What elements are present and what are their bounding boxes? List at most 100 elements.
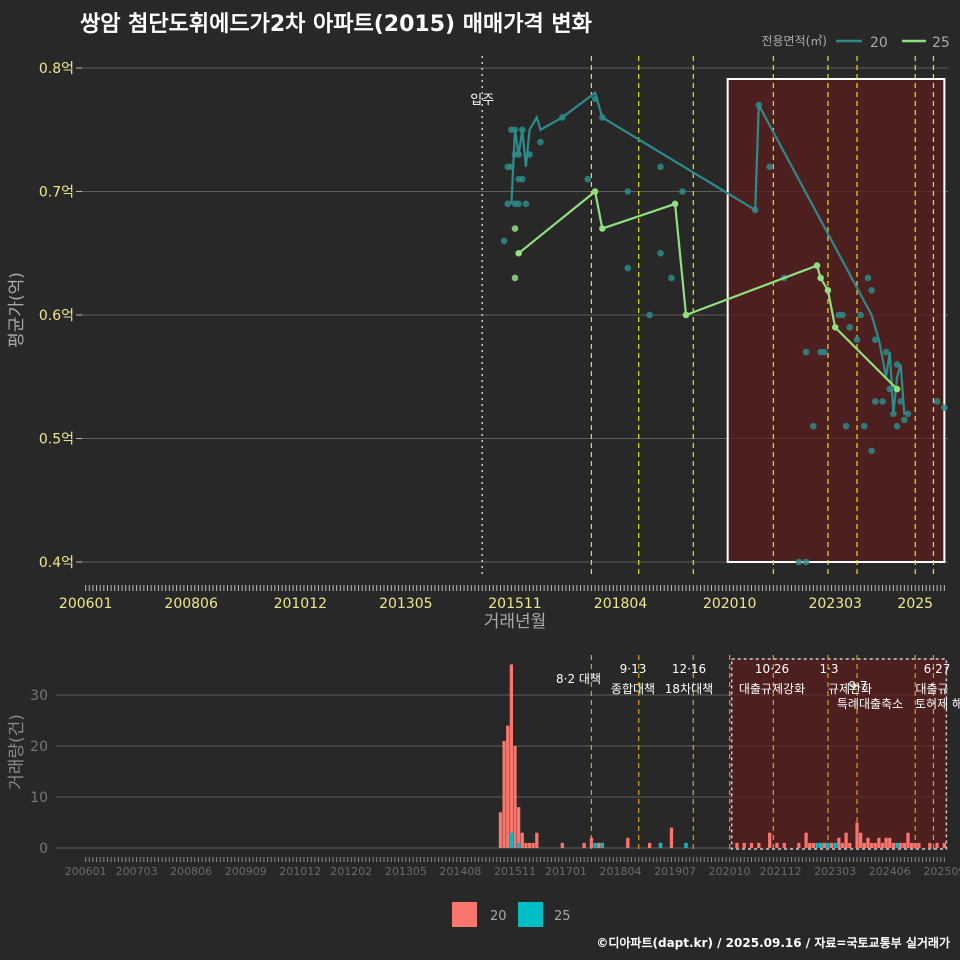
bar-20	[902, 842, 906, 848]
data-point-20	[864, 274, 872, 282]
x-tick-label: 202406	[869, 865, 911, 878]
x-tick-label: 200909	[225, 865, 267, 878]
x-tick-label: 201012	[274, 596, 327, 612]
line-vertex-25	[814, 262, 821, 269]
highlight-period-box	[730, 658, 948, 850]
data-point-20	[868, 447, 875, 455]
bar-20	[513, 746, 517, 848]
data-point-20	[857, 311, 864, 319]
chart-title: 쌍암 첨단도휘에드가2차 아파트(2015) 매매가격 변화	[80, 12, 592, 37]
data-point-20	[933, 398, 941, 405]
bar-20	[517, 807, 521, 848]
data-point-20	[820, 348, 828, 356]
legend-key-20	[452, 902, 477, 927]
legend-label-25: 25	[932, 35, 950, 51]
move-in-label: 입주	[470, 93, 494, 108]
bar-20	[866, 837, 870, 848]
data-point-20	[802, 558, 810, 566]
y-tick-label: 20	[30, 739, 48, 755]
data-point-20	[646, 311, 653, 319]
bar-20	[859, 832, 863, 848]
policy-label: 8·2 대책	[556, 671, 601, 686]
x-tick-label: 201202	[330, 865, 372, 878]
bar-20	[804, 832, 808, 848]
legend-label-20: 20	[490, 909, 507, 924]
data-point-20	[846, 324, 854, 331]
policy-label: 12·16	[672, 662, 706, 676]
data-point-20	[871, 336, 879, 344]
data-point-20	[893, 361, 901, 368]
policy-label: 18차대책	[665, 681, 713, 696]
bar-20	[840, 842, 845, 848]
bar-20	[735, 842, 739, 848]
bar-20	[877, 837, 881, 848]
data-point-20	[657, 249, 664, 257]
data-point-20	[842, 422, 850, 430]
data-point-20	[882, 348, 890, 356]
bar-20	[498, 812, 503, 848]
line-vertex-25	[832, 324, 839, 331]
bar-20	[917, 842, 921, 848]
bar-20	[928, 842, 932, 848]
bar-20	[560, 842, 564, 848]
policy-label: 9·7	[848, 679, 867, 693]
y-axis-title: 평균가(억)	[7, 272, 27, 348]
bar-20	[531, 842, 535, 848]
highlight-period-box	[726, 78, 946, 563]
bar-20	[811, 842, 816, 848]
bar-20	[808, 842, 812, 848]
data-point-20	[668, 274, 675, 282]
policy-label: 종합대책	[611, 681, 655, 696]
bar-20	[647, 842, 652, 848]
bar-20	[891, 842, 896, 848]
policy-label: 9·13	[620, 662, 647, 676]
y-tick-label: 0	[39, 841, 48, 857]
x-tick-label: 201701	[545, 865, 587, 878]
x-axis-title: 거래년월	[484, 612, 547, 632]
bar-25	[600, 842, 604, 848]
x-tick-label: 201305	[379, 596, 432, 612]
policy-label: 대출규	[915, 682, 948, 696]
bar-20	[506, 725, 510, 848]
y-tick-label: 0.8억	[39, 61, 74, 77]
legend-title: 전용면적(㎡)	[761, 34, 827, 48]
data-point-20	[802, 348, 810, 356]
bar-20	[520, 832, 524, 848]
line-vertex-25	[894, 386, 901, 393]
y-tick-label: 10	[30, 790, 48, 806]
x-tick-label: 200703	[116, 865, 158, 878]
policy-label: 규제완화	[828, 682, 872, 696]
y-tick-label: 0.5억	[39, 432, 74, 448]
policy-label: 6·27	[924, 662, 951, 676]
data-point-20	[537, 138, 544, 146]
bar-20	[582, 842, 586, 848]
bar-25	[826, 842, 830, 848]
data-point-20	[624, 264, 632, 272]
data-point-20	[624, 188, 632, 195]
x-tick-label: 202010	[703, 596, 756, 612]
legend-key-25	[518, 902, 543, 927]
data-point-20	[868, 287, 875, 294]
bar-20	[524, 842, 528, 848]
x-tick-label: 202112	[760, 865, 802, 878]
line-vertex-25	[599, 225, 606, 232]
x-tick-label: 200806	[164, 596, 218, 612]
policy-label: 10·26	[755, 662, 789, 676]
data-point-20	[522, 200, 530, 208]
bar-20	[742, 842, 746, 848]
data-point-20	[766, 163, 774, 171]
series-line-20	[510, 90, 908, 415]
x-tick-label: 202303	[814, 865, 856, 878]
line-vertex-25	[683, 312, 690, 318]
data-point-25	[511, 274, 519, 282]
bar-20	[837, 837, 841, 848]
data-point-20	[795, 558, 803, 566]
x-tick-label: 200806	[170, 865, 212, 878]
x-tick-label: 201305	[385, 865, 427, 878]
bar-20	[942, 842, 946, 848]
bar-20	[884, 837, 888, 848]
legend-label-25: 25	[554, 909, 571, 924]
bar-20	[589, 837, 594, 848]
bar-20	[775, 842, 779, 848]
